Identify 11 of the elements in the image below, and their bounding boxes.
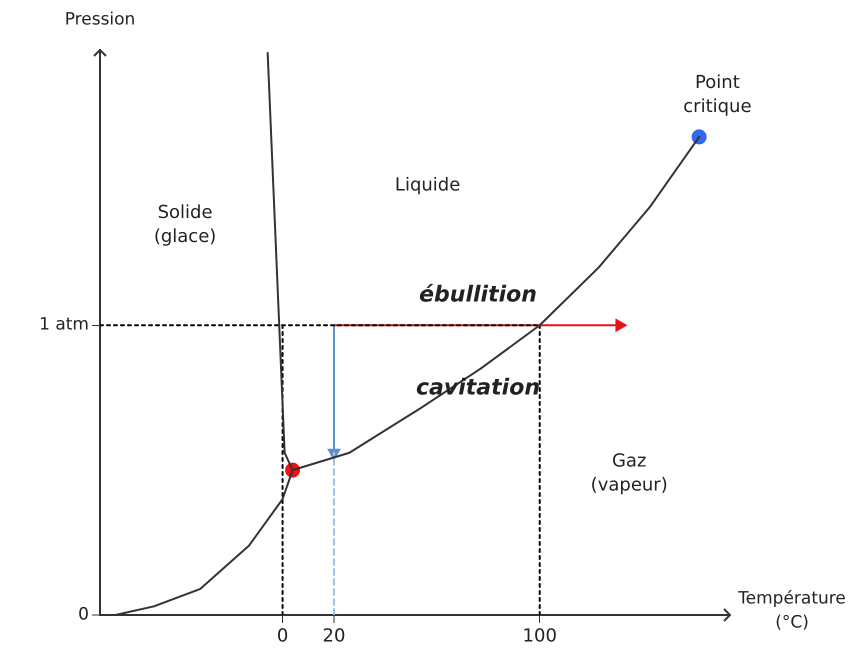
y-axis-title: Pression: [64, 9, 136, 30]
x-tick-label: 20: [322, 625, 346, 646]
annotation: Point critique: [683, 72, 752, 117]
x-tick-label: 0: [276, 625, 288, 646]
x-tick-label: 100: [522, 625, 557, 646]
x-axis-title: Température (°C): [737, 588, 846, 632]
y-tick-label: 1 atm: [39, 314, 89, 335]
annotation: Liquide: [394, 174, 460, 196]
annotation: ébullition: [419, 282, 537, 308]
annotation: Solide (glace): [154, 202, 216, 247]
annotation: Gaz (vapeur): [590, 450, 668, 496]
